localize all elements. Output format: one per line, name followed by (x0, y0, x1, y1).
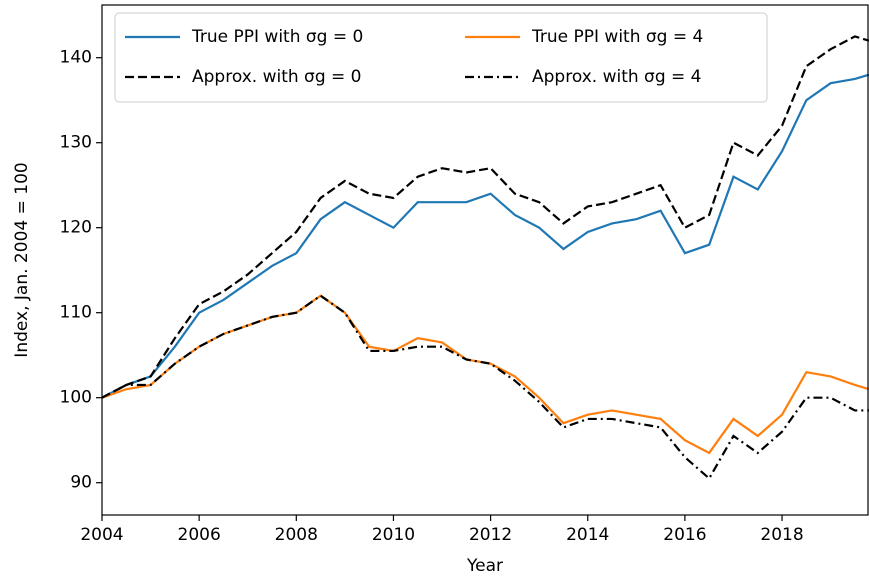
legend-label: Approx. with σg = 4 (532, 67, 701, 87)
series-line (101, 73, 869, 399)
x-tick-label: 2016 (663, 525, 706, 545)
x-tick-label: 2012 (469, 525, 512, 545)
y-tick-label: 140 (60, 48, 92, 68)
legend-label: Approx. with σg = 0 (192, 67, 361, 87)
series-line (101, 294, 869, 455)
x-tick-label: 2004 (80, 525, 123, 545)
y-tick-label: 110 (60, 303, 92, 323)
plot-frame (101, 4, 869, 516)
y-axis-label: Index, Jan. 2004 = 100 (12, 162, 32, 357)
legend-box (114, 12, 768, 103)
x-tick-label: 2018 (760, 525, 803, 545)
x-tick-label: 2014 (566, 525, 609, 545)
y-tick-label: 100 (60, 388, 92, 408)
y-tick-label: 90 (70, 473, 92, 493)
legend-label: True PPI with σg = 0 (191, 27, 363, 47)
series-line (101, 294, 869, 481)
x-tick-label: 2008 (275, 525, 318, 545)
y-tick-label: 130 (60, 133, 92, 153)
series-line (101, 35, 869, 399)
legend-label: True PPI with σg = 4 (531, 27, 703, 47)
x-tick-label: 2006 (178, 525, 221, 545)
x-axis-label: Year (466, 556, 503, 576)
y-tick-label: 120 (60, 218, 92, 238)
x-tick-label: 2010 (372, 525, 415, 545)
